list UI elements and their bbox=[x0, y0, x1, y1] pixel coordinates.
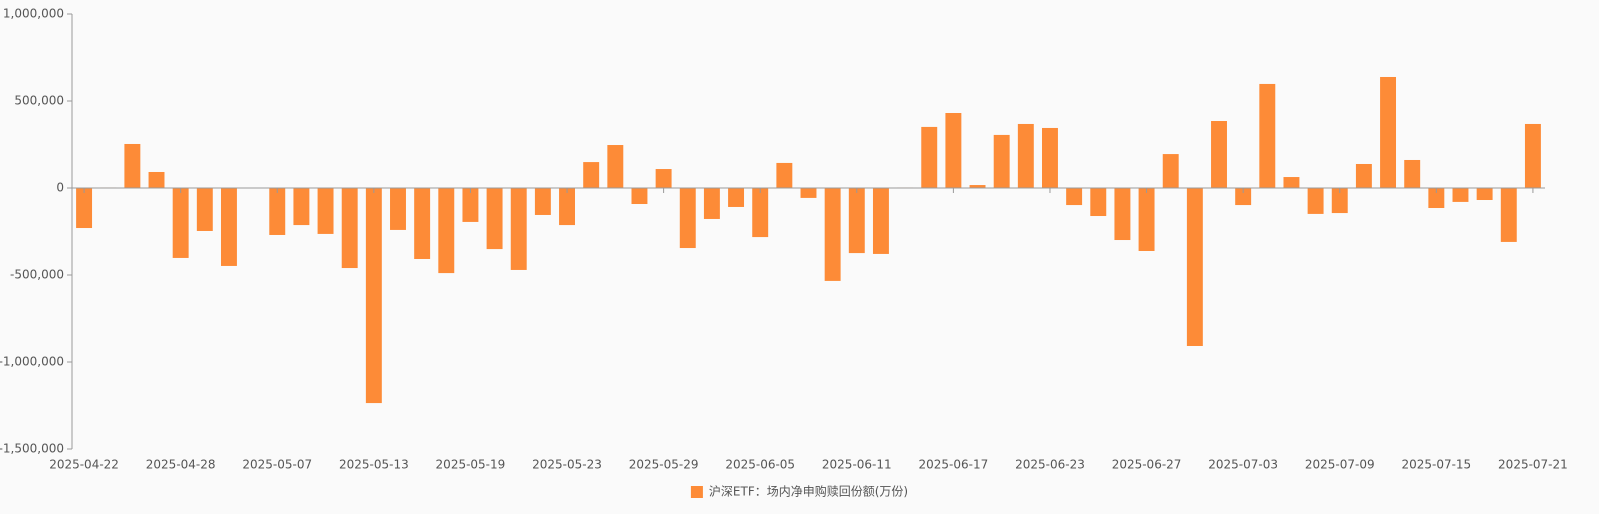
bar bbox=[993, 134, 1010, 188]
bar bbox=[728, 188, 745, 207]
bar bbox=[462, 188, 479, 222]
bar bbox=[1355, 163, 1372, 188]
bar bbox=[1211, 121, 1227, 188]
bar bbox=[438, 188, 455, 274]
bar bbox=[559, 188, 575, 226]
bar bbox=[776, 162, 793, 188]
y-tick-label: -500,000 bbox=[10, 268, 64, 282]
x-tick-label: 2025-07-09 bbox=[1305, 458, 1375, 472]
bar bbox=[655, 169, 672, 188]
x-tick-label: 2025-06-17 bbox=[919, 458, 989, 472]
bar bbox=[1428, 188, 1445, 209]
x-tick-label: 2025-06-05 bbox=[725, 458, 795, 472]
bar bbox=[1066, 188, 1083, 206]
y-tick-label: 0 bbox=[56, 181, 64, 195]
y-tick-label: 1,000,000 bbox=[3, 7, 64, 21]
bar bbox=[510, 188, 527, 270]
x-tick-label: 2025-05-19 bbox=[436, 458, 506, 472]
bar bbox=[1404, 159, 1421, 188]
y-tick-label: 500,000 bbox=[14, 94, 64, 108]
x-tick-label: 2025-05-13 bbox=[339, 458, 409, 472]
bar bbox=[1090, 188, 1107, 217]
x-tick-label: 2025-04-28 bbox=[146, 458, 216, 472]
bar bbox=[969, 185, 986, 188]
bar bbox=[1331, 188, 1348, 214]
bar bbox=[317, 188, 334, 234]
bar bbox=[1042, 127, 1058, 188]
x-tick-label: 2025-07-21 bbox=[1498, 458, 1568, 472]
y-tick-label: -1,000,000 bbox=[0, 355, 64, 369]
bar bbox=[172, 188, 189, 258]
bar bbox=[365, 188, 382, 404]
bar bbox=[124, 143, 141, 188]
bar bbox=[1186, 188, 1203, 346]
bar bbox=[1380, 76, 1397, 188]
bar bbox=[1235, 188, 1252, 206]
bar bbox=[1307, 188, 1324, 214]
bar bbox=[921, 126, 938, 188]
bar bbox=[486, 188, 503, 250]
bar bbox=[76, 188, 93, 229]
bar bbox=[220, 188, 237, 266]
bar bbox=[1476, 188, 1493, 201]
bar bbox=[631, 188, 648, 205]
bar bbox=[872, 188, 889, 254]
bar bbox=[1017, 123, 1034, 188]
y-tick-label: -1,500,000 bbox=[0, 442, 64, 456]
bar bbox=[1259, 83, 1276, 188]
bar bbox=[390, 188, 406, 230]
bar bbox=[148, 171, 165, 188]
bar bbox=[824, 188, 841, 281]
bar bbox=[341, 188, 358, 269]
bar bbox=[293, 188, 310, 226]
bar bbox=[1283, 177, 1300, 188]
x-tick-label: 2025-07-15 bbox=[1401, 458, 1471, 472]
bar bbox=[534, 188, 551, 215]
x-tick-label: 2025-06-23 bbox=[1015, 458, 1085, 472]
bar bbox=[1500, 188, 1517, 242]
x-tick-label: 2025-05-29 bbox=[629, 458, 699, 472]
bar bbox=[583, 162, 600, 188]
x-tick-label: 2025-05-07 bbox=[242, 458, 312, 472]
x-tick-label: 2025-06-11 bbox=[822, 458, 892, 472]
bar bbox=[679, 188, 696, 249]
x-tick-label: 2025-04-22 bbox=[49, 458, 119, 472]
bar bbox=[196, 188, 213, 231]
bar bbox=[269, 188, 286, 235]
x-tick-label: 2025-06-27 bbox=[1112, 458, 1182, 472]
bar bbox=[1138, 188, 1155, 251]
bar bbox=[607, 145, 624, 188]
legend-label: 沪深ETF：场内净申购赎回份额(万份) bbox=[709, 484, 908, 499]
x-tick-label: 2025-05-23 bbox=[532, 458, 602, 472]
legend-swatch bbox=[690, 486, 703, 498]
bar bbox=[1524, 123, 1541, 188]
bar bbox=[800, 188, 817, 198]
bar bbox=[414, 188, 431, 259]
bar bbox=[848, 188, 865, 254]
bar bbox=[752, 188, 769, 238]
bar bbox=[945, 113, 962, 188]
bar bbox=[1114, 188, 1131, 241]
bar bbox=[1452, 188, 1469, 202]
bar bbox=[703, 188, 720, 219]
x-tick-label: 2025-07-03 bbox=[1208, 458, 1278, 472]
bar bbox=[1162, 154, 1179, 188]
